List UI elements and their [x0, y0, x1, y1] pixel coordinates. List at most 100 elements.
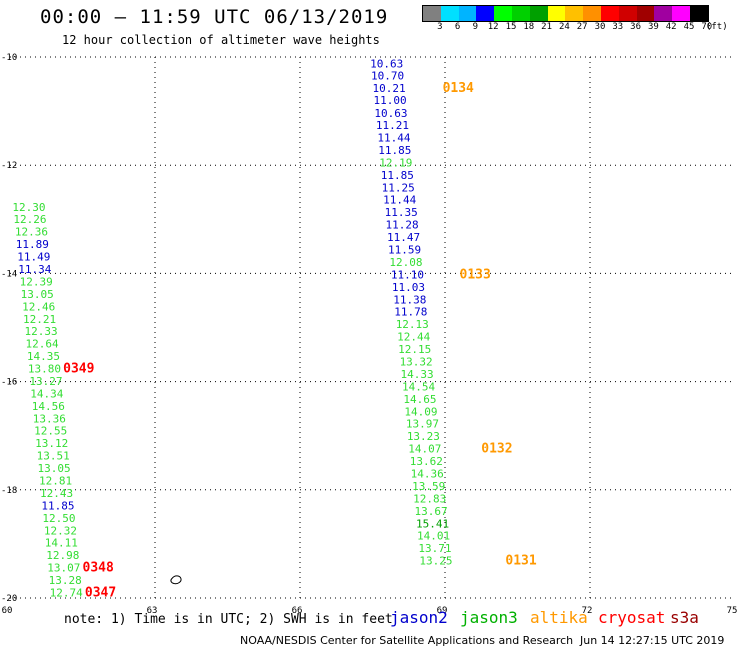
data-point-label: 11.59 [388, 244, 421, 257]
colorbar-label: 6 [454, 22, 461, 32]
data-point-label: 10.70 [371, 69, 404, 82]
colorbar-label: 36 [630, 22, 642, 32]
colorbar-label: 33 [612, 22, 624, 32]
data-point-label: 10.63 [370, 57, 403, 70]
colorbar-swatch [672, 6, 690, 21]
data-point-label: 11.00 [373, 94, 406, 107]
data-point-label: 11.78 [394, 306, 427, 319]
data-point-label: 11.44 [383, 194, 416, 207]
data-point-label: 14.11 [45, 537, 78, 550]
x-tick-label: 69 [437, 606, 448, 616]
colorbar-label: 24 [558, 22, 570, 32]
x-tick-label: 66 [292, 606, 303, 616]
data-point-label: 14.01 [417, 530, 450, 543]
footer-credit: NOAA/NESDIS Center for Satellite Applica… [240, 634, 574, 647]
y-tick-label: -18 [1, 486, 17, 496]
data-point-label: 11.49 [17, 251, 50, 264]
data-point-label: 12.43 [40, 487, 73, 500]
colorbar-label: 3 [437, 22, 443, 32]
colorbar-swatch [654, 6, 673, 21]
data-point-label: 13.05 [21, 288, 54, 301]
data-point-label: 14.36 [411, 467, 444, 480]
data-point-label: 13.07 [47, 562, 80, 575]
data-point-label: 12.19 [379, 156, 412, 169]
data-point-label: 13.71 [418, 542, 451, 555]
data-point-label: 14.33 [401, 368, 434, 381]
colorbar-label: 39 [647, 22, 659, 32]
time-marker-label: 0347 [85, 586, 116, 601]
data-point-label: 13.80 [28, 363, 61, 376]
data-point-label: 11.21 [376, 119, 409, 132]
legend-jason2: jason2 [390, 608, 448, 627]
data-point-label: 12.15 [398, 343, 431, 356]
data-point-label: 10.21 [373, 82, 406, 95]
data-point-label: 13.12 [35, 437, 68, 450]
data-point-label: 12.46 [22, 300, 55, 313]
colorbar-label: 12 [487, 22, 499, 32]
y-tick-label: -10 [1, 53, 17, 63]
y-tick-label: -14 [1, 269, 17, 279]
legend-altika: altika [530, 608, 588, 627]
data-point-label: 11.85 [41, 499, 74, 512]
colorbar-swatch [565, 6, 584, 21]
data-point-label: 12.81 [39, 475, 72, 488]
colorbar-swatch [458, 6, 477, 21]
colorbar-swatch [494, 6, 512, 21]
data-point-label: 11.85 [378, 144, 411, 157]
chart-subtitle: 12 hour collection of altimeter wave hei… [62, 33, 380, 47]
data-point-label: 15.41 [416, 517, 449, 530]
colorbar-label: 45 [683, 22, 695, 32]
x-tick-label: 63 [147, 606, 158, 616]
data-point-label: 13.23 [407, 430, 440, 443]
data-point-label: 12.13 [396, 318, 429, 331]
data-point-label: 12.55 [34, 425, 67, 438]
data-point-label: 11.10 [391, 268, 424, 281]
colorbar-label: 42 [665, 22, 677, 32]
data-point-label: 14.35 [27, 350, 60, 363]
data-point-label: 13.59 [412, 480, 445, 493]
time-marker-label: 0132 [481, 442, 512, 457]
x-tick-label: 72 [582, 606, 593, 616]
colorbar-label: 21 [541, 22, 553, 32]
colorbar-swatch [529, 6, 548, 21]
data-point-label: 11.89 [16, 238, 49, 251]
colorbar-swatch [583, 6, 601, 21]
colorbar-unit: (ft) [705, 22, 728, 32]
data-point-label: 12.26 [13, 213, 46, 226]
colorbar-label: 9 [472, 22, 479, 32]
colorbar-swatch [600, 6, 619, 21]
colorbar-swatch [423, 6, 441, 21]
legend-jason3: jason3 [460, 608, 518, 627]
y-tick-label: -12 [1, 161, 17, 171]
data-point-label: 13.27 [29, 375, 62, 388]
colorbar-swatch [440, 6, 459, 21]
colorbar-swatch [476, 6, 495, 21]
data-point-label: 14.09 [404, 405, 437, 418]
colorbar-swatch [511, 6, 530, 21]
wave-height-colorbar [422, 5, 709, 22]
data-point-label: 14.07 [408, 443, 441, 456]
data-point-label: 13.62 [410, 455, 443, 468]
colorbar-swatch [689, 6, 708, 21]
y-tick-label: -16 [1, 378, 17, 388]
data-point-label: 10.63 [374, 107, 407, 120]
data-point-label: 12.21 [23, 313, 56, 326]
time-marker-label: 0134 [443, 81, 474, 96]
data-point-label: 13.97 [406, 418, 439, 431]
data-point-label: 13.67 [415, 505, 448, 518]
data-point-label: 12.44 [397, 331, 430, 344]
data-point-label: 14.56 [32, 400, 65, 413]
data-point-label: 11.25 [382, 181, 415, 194]
time-marker-label: 0131 [505, 554, 536, 569]
data-point-label: 14.34 [30, 387, 63, 400]
data-point-label: 11.85 [381, 169, 414, 182]
time-marker-label: 0348 [83, 561, 114, 576]
data-point-label: 12.36 [15, 226, 48, 239]
time-marker-label: 0133 [460, 267, 491, 282]
note-text: note: 1) Time is in UTC; 2) SWH is in fe… [64, 612, 393, 627]
data-point-label: 11.44 [377, 132, 410, 145]
time-marker-label: 0349 [63, 362, 94, 377]
chart-title: 00:00 – 11:59 UTC 06/13/2019 [40, 6, 389, 28]
